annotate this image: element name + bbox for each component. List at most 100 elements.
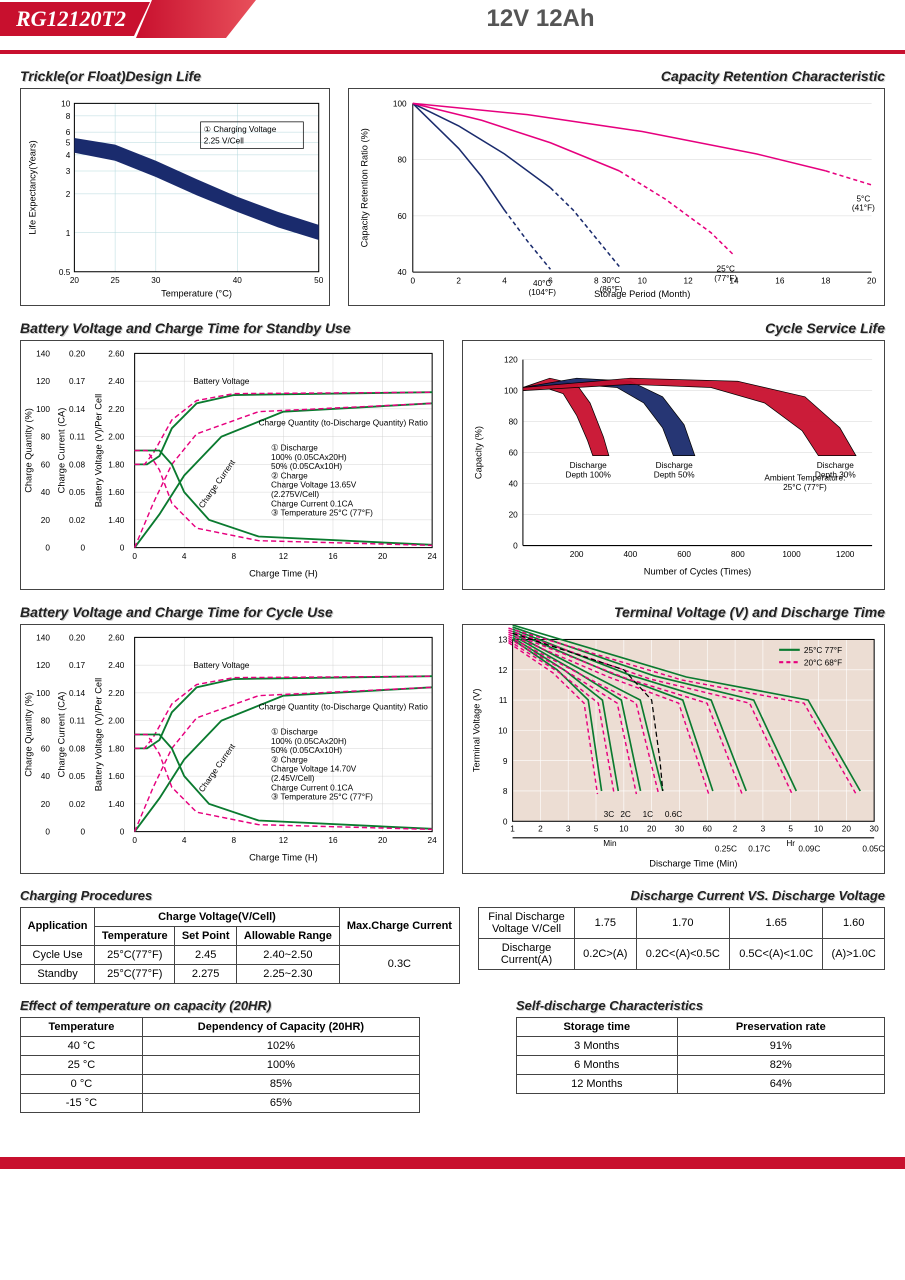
svg-text:1000: 1000 — [782, 550, 801, 559]
tt-r11: 100% — [142, 1055, 419, 1074]
svg-text:0.17: 0.17 — [69, 661, 85, 670]
th-temp: Temperature — [95, 926, 175, 945]
svg-text:2: 2 — [66, 190, 71, 199]
svg-text:40: 40 — [233, 276, 243, 285]
svg-text:80: 80 — [508, 418, 518, 427]
table-charging: Application Charge Voltage(V/Cell) Max.C… — [20, 907, 460, 984]
svg-text:Charge Voltage 13.65V: Charge Voltage 13.65V — [271, 481, 357, 490]
svg-text:③ Temperature 25°C (77°F): ③ Temperature 25°C (77°F) — [271, 509, 373, 518]
svg-text:9: 9 — [502, 757, 507, 766]
svg-text:Charge Current: Charge Current — [197, 742, 237, 794]
svg-text:8: 8 — [502, 787, 507, 796]
svg-text:3C: 3C — [603, 810, 614, 819]
ts-h1: Storage time — [517, 1017, 678, 1036]
svg-text:8: 8 — [594, 276, 599, 285]
svg-text:1: 1 — [510, 825, 515, 834]
tc-temp1: 25°C(77°F) — [95, 964, 175, 983]
svg-text:0.5: 0.5 — [59, 268, 71, 277]
svg-text:Min: Min — [603, 839, 617, 848]
svg-text:20: 20 — [41, 516, 51, 525]
svg-text:10: 10 — [813, 825, 823, 834]
svg-text:2.60: 2.60 — [108, 633, 124, 642]
table-dvv-title: Discharge Current VS. Discharge Voltage — [478, 888, 885, 903]
ts-r10: 6 Months — [517, 1055, 678, 1074]
svg-text:30°C: 30°C — [602, 276, 620, 285]
svg-text:Charge Current 0.1CA: Charge Current 0.1CA — [271, 499, 354, 508]
svg-text:2.00: 2.00 — [108, 433, 124, 442]
svg-text:40: 40 — [508, 480, 518, 489]
svg-text:1.80: 1.80 — [108, 744, 124, 753]
svg-text:0.20: 0.20 — [69, 350, 85, 359]
svg-text:50% (0.05CAx10H): 50% (0.05CAx10H) — [271, 746, 342, 755]
svg-text:0.25C: 0.25C — [714, 845, 736, 854]
svg-text:0.02: 0.02 — [69, 800, 85, 809]
svg-text:0: 0 — [132, 552, 137, 561]
svg-text:40: 40 — [41, 488, 51, 497]
dvv-c0: 1.75 — [575, 907, 637, 938]
svg-text:(104°F): (104°F) — [528, 288, 556, 297]
svg-text:Discharge: Discharge — [655, 461, 693, 470]
svg-text:(2.45V/Cell): (2.45V/Cell) — [271, 774, 315, 783]
svg-text:25°C: 25°C — [717, 265, 735, 274]
svg-text:10: 10 — [498, 726, 508, 735]
th-set: Set Point — [175, 926, 237, 945]
svg-text:0.17C: 0.17C — [748, 845, 770, 854]
svg-text:Charge Quantity (to-Discharge: Charge Quantity (to-Discharge Quantity) … — [259, 419, 429, 428]
svg-text:20: 20 — [841, 825, 851, 834]
svg-text:0.09C: 0.09C — [798, 845, 820, 854]
dvv-c3: 1.60 — [823, 907, 885, 938]
tc-set0: 2.45 — [175, 945, 237, 964]
svg-text:400: 400 — [623, 550, 637, 559]
svg-text:5: 5 — [788, 825, 793, 834]
dvv-h2: Discharge Current(A) — [479, 938, 575, 969]
svg-text:Depth 50%: Depth 50% — [653, 470, 694, 479]
svg-text:0: 0 — [120, 544, 125, 553]
svg-text:1.60: 1.60 — [108, 772, 124, 781]
table-dvv: Final Discharge Voltage V/Cell 1.75 1.70… — [478, 907, 885, 970]
svg-text:10: 10 — [619, 825, 629, 834]
th-cv: Charge Voltage(V/Cell) — [95, 907, 340, 926]
tc-max: 0.3C — [339, 945, 459, 983]
svg-text:0.14: 0.14 — [69, 689, 85, 698]
svg-text:0: 0 — [410, 276, 415, 285]
svg-text:120: 120 — [503, 356, 517, 365]
svg-text:8: 8 — [232, 552, 237, 561]
svg-text:Charge Quantity (%): Charge Quantity (%) — [23, 692, 33, 777]
svg-text:5°C: 5°C — [856, 194, 870, 203]
chart-trickle: 20253040500.5123456810① Charging Voltage… — [20, 88, 330, 306]
svg-text:80: 80 — [41, 717, 51, 726]
tt-r31: 65% — [142, 1093, 419, 1112]
svg-text:4: 4 — [66, 151, 71, 160]
svg-text:4: 4 — [182, 552, 187, 561]
svg-text:100: 100 — [36, 689, 50, 698]
svg-text:Battery Voltage (V)/Per Cell: Battery Voltage (V)/Per Cell — [94, 394, 104, 508]
svg-text:2.00: 2.00 — [108, 717, 124, 726]
dvv-c1: 1.70 — [636, 907, 729, 938]
tc-range1: 2.25~2.30 — [237, 964, 340, 983]
svg-text:24: 24 — [428, 552, 438, 561]
dvv-c2: 1.65 — [730, 907, 823, 938]
svg-text:12: 12 — [684, 276, 694, 285]
svg-text:100% (0.05CAx20H): 100% (0.05CAx20H) — [271, 737, 347, 746]
svg-text:50: 50 — [314, 276, 324, 285]
svg-text:13: 13 — [498, 636, 508, 645]
svg-text:10: 10 — [638, 276, 648, 285]
svg-text:12: 12 — [279, 836, 289, 845]
dvv-h1: Final Discharge Voltage V/Cell — [479, 907, 575, 938]
svg-text:0: 0 — [80, 828, 85, 837]
svg-text:0: 0 — [502, 817, 507, 826]
svg-text:800: 800 — [730, 550, 744, 559]
svg-text:20: 20 — [508, 511, 518, 520]
table-temp-title: Effect of temperature on capacity (20HR) — [20, 998, 420, 1013]
svg-text:1.40: 1.40 — [108, 516, 124, 525]
svg-text:1.40: 1.40 — [108, 800, 124, 809]
chart-cyclelife: 20040060080010001200020406080100120Disch… — [462, 340, 886, 590]
svg-text:20: 20 — [378, 836, 388, 845]
tt-r10: 25 °C — [21, 1055, 143, 1074]
svg-text:12: 12 — [498, 666, 508, 675]
tc-app1: Standby — [21, 964, 95, 983]
svg-text:40: 40 — [41, 772, 51, 781]
svg-text:0: 0 — [80, 544, 85, 553]
tc-temp0: 25°C(77°F) — [95, 945, 175, 964]
chart-cycleuse: 000200.021.40400.051.60600.081.80800.112… — [20, 624, 444, 874]
